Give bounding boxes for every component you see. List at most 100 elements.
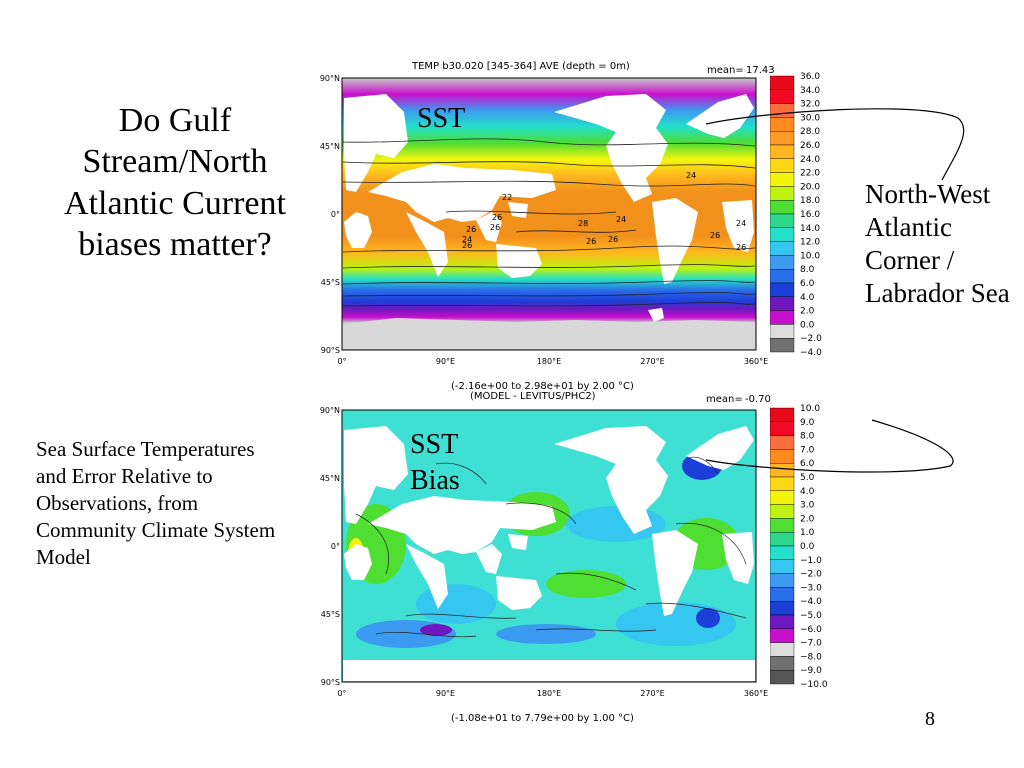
bottom-colorbar-label: 2.0 xyxy=(800,514,815,524)
bottom-map-mean-label: mean= xyxy=(706,394,743,405)
top-lon-tick: 90°E xyxy=(436,357,455,366)
top-colorbar-label: 6.0 xyxy=(800,279,815,289)
bottom-colorbar-swatch xyxy=(770,476,795,492)
top-map-contour-label: 24 xyxy=(686,171,696,180)
bottom-colorbar-label: 1.0 xyxy=(800,528,815,538)
top-map-overlay-label: SST xyxy=(417,103,466,134)
bottom-colorbar-label: −6.0 xyxy=(800,625,822,635)
bottom-map: 90°N 45°N 0° 45°S 90°S 0° 90°E 180°E 270°E 360°E xyxy=(320,406,768,698)
bottom-colorbar-swatch xyxy=(770,559,795,574)
bottom-lat-tick: 0° xyxy=(331,542,340,551)
bottom-colorbar-label: 9.0 xyxy=(800,418,815,428)
bottom-colorbar-label: 7.0 xyxy=(800,445,815,455)
top-map-contour-label: 26 xyxy=(586,237,596,246)
top-colorbar-label: 32.0 xyxy=(800,100,820,110)
slide-title: Do Gulf Stream/North Atlantic Current bi… xyxy=(64,102,286,264)
top-colorbar-swatch xyxy=(770,268,795,284)
top-colorbar-label: 34.0 xyxy=(800,86,820,96)
bottom-lon-tick: 90°E xyxy=(436,689,455,698)
top-lon-tick: 360°E xyxy=(744,357,768,366)
top-colorbar-label: 28.0 xyxy=(800,127,820,137)
top-colorbar-swatch xyxy=(770,255,795,270)
top-colorbar-swatch xyxy=(770,282,795,298)
top-lat-tick: 45°S xyxy=(321,278,340,287)
top-map-contour-label: 24 xyxy=(736,219,746,228)
bottom-map-lat-ticks: 90°N 45°N 0° 45°S 90°S xyxy=(320,406,340,687)
bottom-colorbar: 10.0 9.0 8.0 7.0 6.0 5.0 4.0 3.0 2.0 1.0 0.0 −1.0 −2… xyxy=(770,404,828,690)
page-number: 8 xyxy=(925,708,935,730)
bottom-colorbar-label: 6.0 xyxy=(800,459,815,469)
bottom-colorbar-label: −3.0 xyxy=(800,583,822,593)
top-colorbar-label: 36.0 xyxy=(800,72,820,82)
top-colorbar-swatch xyxy=(770,131,795,146)
top-colorbar-label: 14.0 xyxy=(800,224,820,234)
top-map-contour-label: 28 xyxy=(578,219,588,228)
top-colorbar-label: 12.0 xyxy=(800,238,820,248)
top-map-contour-label: 26 xyxy=(736,243,746,252)
top-colorbar-swatch xyxy=(770,144,795,160)
top-map-contour-label: 26 xyxy=(462,241,472,250)
bottom-colorbar-label: −4.0 xyxy=(800,597,822,607)
bottom-colorbar-label: 4.0 xyxy=(800,487,815,497)
bottom-colorbar-swatch xyxy=(770,614,795,630)
bottom-colorbar-swatch xyxy=(770,407,795,423)
bottom-colorbar-swatch xyxy=(770,463,795,478)
bottom-colorbar-label: 0.0 xyxy=(800,542,815,552)
top-lat-tick: 0° xyxy=(331,210,340,219)
top-colorbar-swatch xyxy=(770,227,795,242)
bottom-colorbar-swatch xyxy=(770,518,795,533)
bottom-map-header: (MODEL - LEVITUS/PHC2) xyxy=(470,391,596,402)
top-map-contour-label: 24 xyxy=(462,235,472,244)
bottom-lon-tick: 0° xyxy=(337,689,346,698)
bottom-colorbar-label: −10.0 xyxy=(800,680,828,690)
bottom-colorbar-swatch xyxy=(770,545,795,561)
top-colorbar-label: 8.0 xyxy=(800,265,815,275)
bottom-map-overlay-label-1: SST xyxy=(410,429,459,460)
bottom-colorbar-swatch xyxy=(770,490,795,505)
top-map-contours xyxy=(342,138,756,307)
top-lat-tick: 90°N xyxy=(320,74,340,83)
bottom-map-footer: (-1.08e+01 to 7.79e+00 by 1.00 °C) xyxy=(451,713,634,724)
bottom-colorbar-label: −8.0 xyxy=(800,652,822,662)
top-colorbar-swatch xyxy=(770,213,795,229)
bottom-map-lon-ticks: 0° 90°E 180°E 270°E 360°E xyxy=(337,689,768,698)
bottom-lat-tick: 45°S xyxy=(321,610,340,619)
bottom-lon-tick: 360°E xyxy=(744,689,768,698)
top-map-contour-label: 26 xyxy=(710,231,720,240)
bottom-colorbar-swatch xyxy=(770,504,795,519)
top-colorbar-swatch xyxy=(770,186,795,201)
callout-label: North-West Atlantic Corner / Labrador Se… xyxy=(865,179,1010,308)
top-colorbar-label: 10.0 xyxy=(800,251,820,261)
top-colorbar-swatch xyxy=(770,158,795,173)
bottom-colorbar-swatch xyxy=(770,642,795,657)
top-lon-tick: 270°E xyxy=(640,357,664,366)
bottom-map-mean-value: -0.70 xyxy=(745,394,771,405)
top-map-contour-label: 24 xyxy=(616,215,626,224)
bottom-colorbar-swatch xyxy=(770,670,795,685)
bottom-colorbar-label: 3.0 xyxy=(800,501,815,511)
bottom-colorbar-swatch xyxy=(770,587,795,602)
top-colorbar-swatch xyxy=(770,103,795,118)
bottom-colorbar-swatch xyxy=(770,449,795,464)
top-colorbar-swatch xyxy=(770,241,795,256)
bottom-lat-tick: 90°N xyxy=(320,406,340,415)
bottom-lon-tick: 270°E xyxy=(640,689,664,698)
top-colorbar-swatch xyxy=(770,117,795,132)
bottom-colorbar-label: −9.0 xyxy=(800,666,822,676)
top-colorbar-label: 4.0 xyxy=(800,293,815,303)
top-colorbar-swatch xyxy=(770,310,795,325)
top-map-lon-ticks: 0° 90°E 180°E 270°E 360°E xyxy=(337,357,768,366)
top-colorbar-label: 0.0 xyxy=(800,320,815,330)
top-lat-tick: 45°N xyxy=(320,142,340,151)
bottom-colorbar-swatch xyxy=(770,628,795,643)
top-colorbar-label: 18.0 xyxy=(800,196,820,206)
top-colorbar-swatch xyxy=(770,89,795,104)
top-map-land xyxy=(344,94,754,322)
bottom-colorbar-label: −7.0 xyxy=(800,639,822,649)
bottom-colorbar-swatch xyxy=(770,421,795,436)
bottom-colorbar-swatch xyxy=(770,531,795,547)
top-colorbar-swatch xyxy=(770,75,795,91)
bottom-lat-tick: 90°S xyxy=(321,678,340,687)
